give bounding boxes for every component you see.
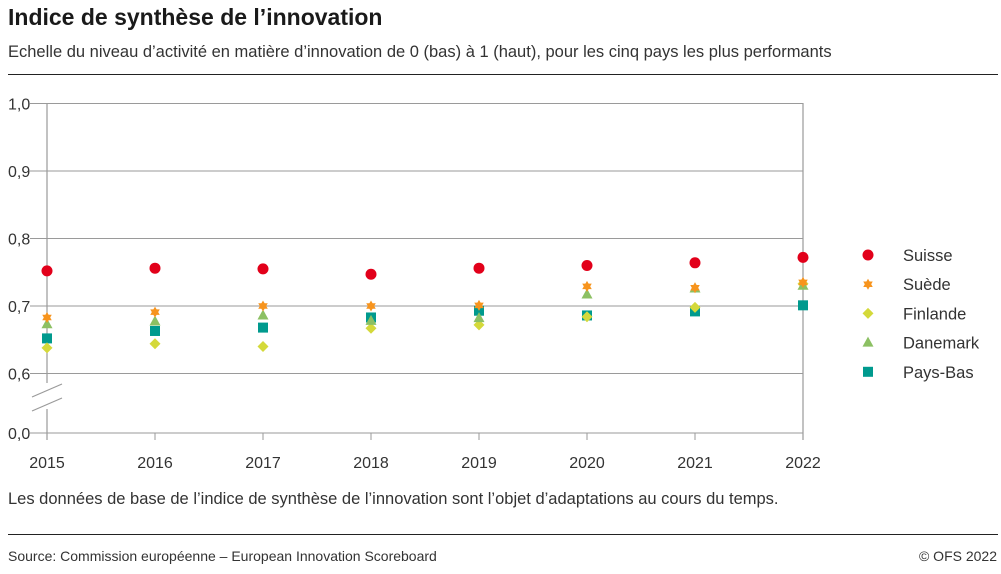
data-point-finlande — [689, 301, 701, 313]
legend-label: Suède — [903, 276, 951, 294]
data-point-pays-bas — [150, 325, 160, 336]
data-point-pays-bas — [798, 300, 808, 311]
x-tick-label: 2017 — [245, 455, 281, 472]
data-point-finlande — [41, 342, 53, 354]
axis-break-mark — [31, 383, 63, 398]
data-point-suède — [258, 303, 268, 312]
x-tick-label: 2015 — [29, 455, 65, 472]
legend-label: Suisse — [903, 247, 953, 265]
data-point-danemark — [257, 309, 269, 320]
chart-subtitle: Echelle du niveau d’activité en matière … — [8, 43, 832, 61]
legend-marker-finlande — [862, 307, 874, 319]
legend-label: Pays-Bas — [903, 364, 974, 382]
legend-label: Finlande — [903, 305, 966, 323]
copyright-text: © OFS 2022 — [918, 548, 997, 564]
y-tick-label: 0,8 — [8, 232, 30, 249]
data-point-danemark — [365, 314, 377, 325]
x-tick-label: 2016 — [137, 455, 173, 472]
data-point-pays-bas — [258, 322, 268, 333]
data-point-finlande — [365, 322, 377, 334]
chart-title: Indice de synthèse de l’innovation — [8, 4, 383, 30]
data-point-danemark — [581, 288, 593, 299]
data-point-suisse — [257, 263, 269, 275]
legend-label: Danemark — [903, 335, 980, 353]
axis-break-mark — [31, 397, 63, 412]
source-text: Source: Commission européenne – European… — [8, 548, 437, 564]
data-point-danemark — [149, 315, 161, 326]
data-point-suisse — [581, 260, 593, 271]
footnote: Les données de base de l’indice de synth… — [8, 490, 779, 508]
data-point-suisse — [365, 268, 377, 280]
data-point-suisse — [797, 251, 809, 263]
data-point-finlande — [257, 341, 269, 352]
data-point-suède — [42, 314, 52, 323]
data-point-danemark — [41, 318, 53, 329]
data-point-pays-bas — [42, 333, 52, 344]
top-divider — [8, 74, 998, 75]
data-point-suède — [366, 303, 376, 312]
data-point-suède — [474, 302, 484, 311]
y-tick-label: 0,7 — [8, 299, 30, 316]
data-point-suède — [150, 309, 160, 318]
legend-marker-pays-bas — [863, 366, 873, 377]
legend-marker-suisse — [862, 249, 874, 261]
data-point-suisse — [689, 257, 701, 269]
bottom-divider — [8, 534, 998, 535]
data-point-suisse — [473, 262, 485, 274]
x-tick-label: 2019 — [461, 455, 497, 472]
data-point-danemark — [473, 312, 485, 323]
data-point-suède — [798, 279, 808, 288]
x-tick-label: 2020 — [569, 455, 605, 472]
data-point-finlande — [581, 311, 593, 323]
y-tick-label: 1,0 — [8, 97, 30, 114]
x-tick-label: 2022 — [785, 455, 821, 472]
data-point-suisse — [41, 265, 53, 277]
legend-marker-danemark — [862, 336, 874, 347]
data-point-finlande — [149, 338, 161, 350]
data-point-suède — [690, 285, 700, 294]
y-tick-label: 0,9 — [8, 164, 30, 181]
x-tick-label: 2021 — [677, 455, 713, 472]
x-tick-label: 2018 — [353, 455, 389, 472]
y-tick-label: 0,0 — [8, 426, 30, 443]
y-tick-label: 0,6 — [8, 367, 30, 384]
data-point-suisse — [149, 262, 161, 274]
legend-marker-suède — [863, 281, 873, 290]
data-point-suède — [582, 283, 592, 292]
